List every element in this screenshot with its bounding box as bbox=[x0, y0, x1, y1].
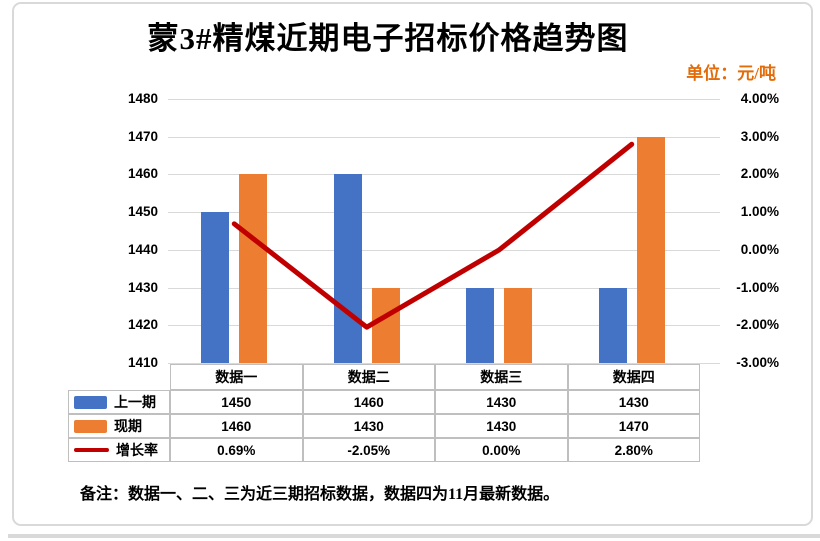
unit-label: 单位：元/吨 bbox=[686, 64, 776, 83]
legend-swatch-bar bbox=[74, 419, 107, 433]
y-axis-tick-label: 1.00% bbox=[740, 204, 779, 220]
bar-previous-period bbox=[466, 287, 495, 363]
table-value-cell: 1430 bbox=[435, 390, 568, 414]
gridline bbox=[168, 136, 720, 138]
table-value-cell: 1460 bbox=[170, 414, 303, 438]
y-axis-tick-label: 3.00% bbox=[740, 128, 779, 144]
bar-current-period bbox=[504, 287, 533, 363]
bar-previous-period bbox=[333, 174, 362, 363]
gridline bbox=[168, 363, 720, 364]
y-axis-tick-label: 4.00% bbox=[740, 91, 779, 106]
y-axis-tick-label: 1450 bbox=[127, 204, 158, 220]
bar-previous-period bbox=[201, 212, 230, 363]
legend-swatch-bar bbox=[74, 395, 107, 409]
gridline bbox=[168, 174, 720, 176]
growth-rate-line bbox=[231, 141, 635, 330]
y-axis-tick-label: 1460 bbox=[127, 166, 158, 182]
table-value-cell: 2.80% bbox=[567, 438, 700, 462]
table-value-cell: 0.69% bbox=[170, 438, 303, 462]
bar-current-period bbox=[239, 174, 268, 363]
y-axis-tick-label: -1.00% bbox=[736, 279, 779, 295]
y-axis-tick-label: 1470 bbox=[127, 128, 158, 144]
y-axis-tick-label: 1430 bbox=[127, 279, 158, 295]
y-axis-tick-label: -3.00% bbox=[736, 355, 779, 370]
table-value-cell: 1430 bbox=[567, 390, 700, 414]
table-value-cell: 1460 bbox=[302, 390, 435, 414]
table-value-cell: 1450 bbox=[170, 390, 303, 414]
gridline bbox=[168, 325, 720, 327]
table-header-cell: 数据二 bbox=[302, 364, 435, 390]
legend-cell: 上一期 bbox=[68, 390, 170, 414]
bar-current-period bbox=[636, 136, 665, 363]
y-axis-tick-label: 1410 bbox=[127, 355, 158, 370]
gridline bbox=[168, 99, 720, 100]
legend-series-name: 增长率 bbox=[116, 444, 158, 459]
legend-swatch-line bbox=[74, 448, 109, 452]
legend-series-name: 现期 bbox=[114, 420, 142, 435]
y-axis-tick-label: -2.00% bbox=[736, 317, 779, 333]
table-header-cell: 数据一 bbox=[170, 364, 303, 390]
table-spacer-cell bbox=[68, 364, 170, 390]
data-table: 数据一 数据二 数据三 数据四 上一期 1450 1460 1430 1430 现期 1460 143… bbox=[68, 364, 700, 462]
table-value-cell: 1470 bbox=[567, 414, 700, 438]
bar-current-period bbox=[371, 287, 400, 363]
plot-area bbox=[168, 99, 698, 363]
table-value-cell: -2.05% bbox=[302, 438, 435, 462]
table-header-cell: 数据三 bbox=[435, 364, 568, 390]
gridline bbox=[168, 212, 720, 214]
chart-title: 蒙3#精煤近期电子招标价格趋势图 bbox=[147, 21, 629, 56]
gridline bbox=[168, 249, 720, 251]
y-axis-tick-label: 2.00% bbox=[740, 166, 779, 182]
gridline bbox=[168, 287, 720, 289]
legend-cell: 现期 bbox=[68, 414, 170, 438]
bottom-divider bbox=[8, 534, 820, 538]
legend-series-name: 上一期 bbox=[114, 396, 156, 411]
table-value-cell: 1430 bbox=[435, 414, 568, 438]
chart-note: 备注：数据一、二、三为近三期招标数据，数据四为11月最新数据。 bbox=[80, 486, 560, 503]
table-value-cell: 1430 bbox=[302, 414, 435, 438]
bar-previous-period bbox=[598, 287, 627, 363]
y-axis-tick-label: 0.00% bbox=[740, 241, 779, 257]
y-axis-tick-label: 1440 bbox=[127, 241, 158, 257]
y-axis-tick-label: 1420 bbox=[127, 317, 158, 333]
y-axis-tick-label: 1480 bbox=[127, 91, 158, 106]
table-header-cell: 数据四 bbox=[567, 364, 700, 390]
table-value-cell: 0.00% bbox=[435, 438, 568, 462]
legend-cell: 增长率 bbox=[68, 438, 170, 462]
